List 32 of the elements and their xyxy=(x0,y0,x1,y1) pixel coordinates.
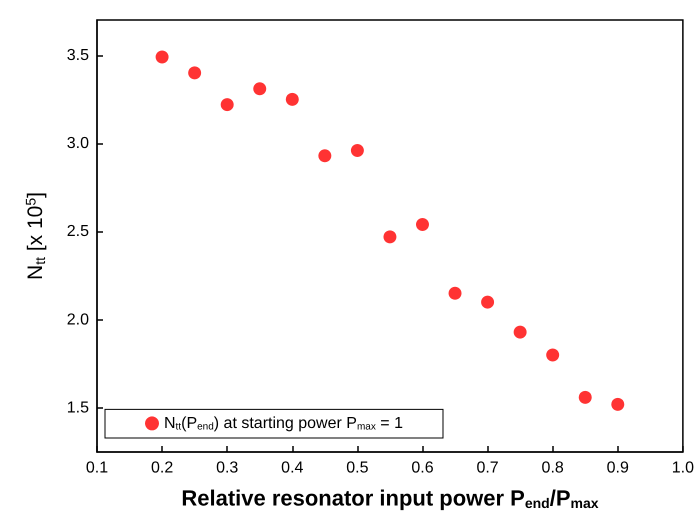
point xyxy=(350,144,364,157)
point xyxy=(220,98,234,112)
y-axis-title: Ntt [x 105] xyxy=(22,192,48,280)
y-tick-label: 3.5 xyxy=(66,46,90,64)
x-tick-label: 0.4 xyxy=(281,460,304,476)
point xyxy=(481,296,494,309)
point xyxy=(611,398,624,411)
x-tick-label: 0.7 xyxy=(476,460,499,476)
y-tick-label: 3.0 xyxy=(66,134,90,152)
point xyxy=(318,149,332,162)
x-tick-label: 0.2 xyxy=(150,460,174,476)
x-tick-label: 0.1 xyxy=(86,460,108,476)
point xyxy=(286,92,299,106)
point xyxy=(156,50,169,64)
x-axis-title: Relative resonator input power Pend/Pmax xyxy=(181,485,599,511)
point xyxy=(188,66,202,80)
point xyxy=(253,82,266,96)
point xyxy=(383,230,396,244)
y-tick-label: 2.0 xyxy=(66,311,90,328)
x-tick-label: 0.8 xyxy=(542,460,564,476)
point xyxy=(448,286,462,300)
x-tick-label: 1.0 xyxy=(672,460,694,476)
x-tick-label: 0.9 xyxy=(606,460,629,476)
x-tick-label: 0.5 xyxy=(346,460,369,476)
point xyxy=(578,390,592,404)
y-tick-label: 1.5 xyxy=(66,399,90,416)
point xyxy=(416,218,429,232)
x-tick-label: 0.6 xyxy=(411,460,434,476)
point xyxy=(546,348,560,362)
x-tick-label: 0.3 xyxy=(216,460,238,476)
point xyxy=(514,326,527,339)
y-tick-label: 2.5 xyxy=(66,223,90,240)
